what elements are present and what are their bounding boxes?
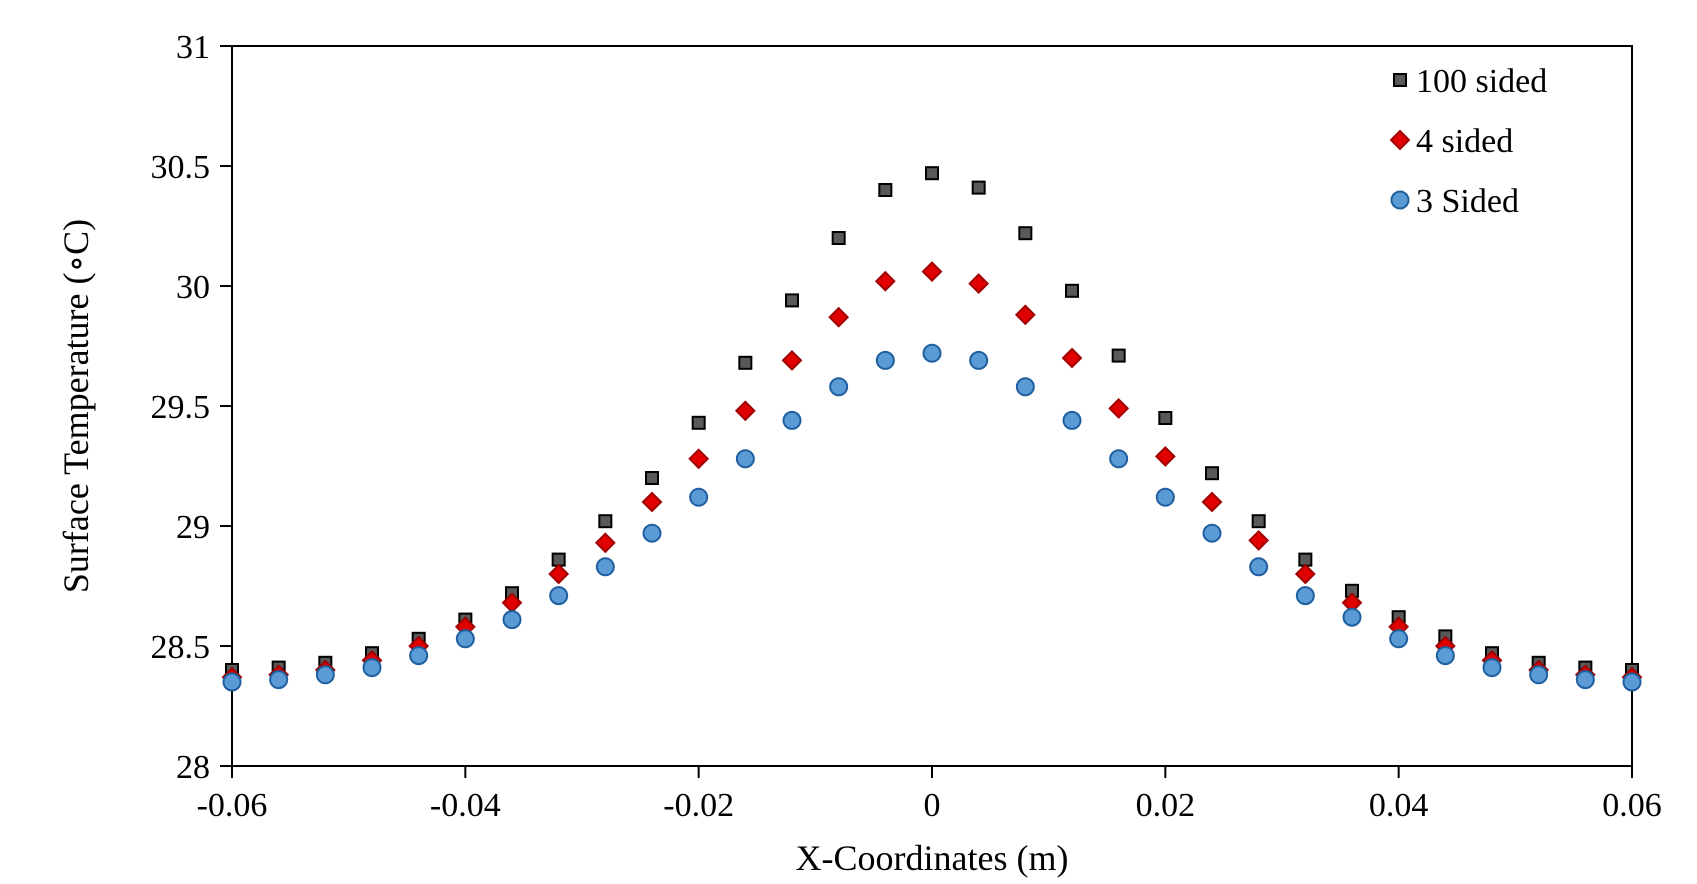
data-point bbox=[1251, 514, 1266, 529]
y-tick-label: 28.5 bbox=[151, 629, 211, 666]
data-point bbox=[1158, 411, 1173, 425]
data-point bbox=[1249, 557, 1269, 577]
data-point bbox=[1435, 646, 1455, 666]
legend-label: 3 Sided bbox=[1416, 183, 1519, 220]
x-tick-label: 0.04 bbox=[1369, 787, 1429, 824]
data-point bbox=[595, 557, 615, 577]
data-point bbox=[1155, 487, 1175, 507]
data-point bbox=[831, 231, 846, 245]
data-point bbox=[782, 410, 802, 430]
data-point bbox=[874, 270, 896, 292]
data-point bbox=[1529, 665, 1549, 685]
x-tick-label: -0.04 bbox=[430, 787, 501, 824]
data-point bbox=[969, 350, 989, 370]
data-point bbox=[738, 355, 753, 370]
x-axis: -0.06 -0.04 -0.02 0 0.02 0.04 0.06 bbox=[197, 766, 1662, 824]
y-tick-label: 28 bbox=[176, 749, 210, 786]
data-point bbox=[828, 306, 850, 328]
data-point bbox=[878, 183, 893, 197]
y-axis: 28 28.5 29 29.5 30 30.5 31 bbox=[151, 29, 232, 786]
data-point bbox=[925, 166, 939, 181]
data-point bbox=[641, 491, 663, 513]
legend-label: 100 sided bbox=[1416, 63, 1547, 100]
data-point bbox=[971, 180, 986, 195]
data-point bbox=[1622, 672, 1642, 692]
x-tick-label: 0 bbox=[924, 787, 941, 824]
y-axis-title: Surface Temperature (∘C) bbox=[56, 219, 96, 593]
data-point bbox=[921, 261, 943, 283]
data-point bbox=[269, 670, 289, 690]
data-point bbox=[502, 610, 522, 630]
data-point bbox=[1062, 410, 1082, 430]
data-points bbox=[221, 166, 1643, 692]
x-tick-label: -0.06 bbox=[197, 787, 268, 824]
data-point bbox=[689, 487, 709, 507]
data-point bbox=[691, 415, 706, 430]
data-point bbox=[455, 629, 475, 649]
data-point bbox=[1108, 397, 1130, 419]
y-tick-label: 29.5 bbox=[151, 389, 211, 426]
y-tick-label: 30 bbox=[176, 269, 210, 306]
x-axis-title: X-Coordinates (m) bbox=[796, 838, 1069, 878]
data-point bbox=[922, 343, 942, 363]
data-point bbox=[968, 273, 990, 295]
x-tick-label: 0.06 bbox=[1602, 787, 1662, 824]
data-point bbox=[734, 400, 756, 422]
data-point bbox=[1109, 449, 1129, 469]
y-tick-label: 30.5 bbox=[151, 149, 211, 186]
data-point bbox=[594, 532, 616, 554]
legend-label: 4 sided bbox=[1416, 123, 1513, 160]
legend-marker bbox=[1389, 129, 1411, 151]
data-point bbox=[1154, 445, 1176, 467]
data-point bbox=[781, 349, 803, 371]
series-3-sided bbox=[222, 343, 1642, 692]
data-point bbox=[1018, 226, 1033, 241]
data-point bbox=[1111, 348, 1126, 363]
data-point bbox=[1248, 529, 1270, 551]
data-point bbox=[645, 471, 659, 485]
data-point bbox=[362, 658, 382, 678]
x-tick-label: 0.02 bbox=[1136, 787, 1196, 824]
data-point bbox=[1294, 563, 1316, 585]
data-point bbox=[549, 586, 569, 606]
legend-item: 3 Sided bbox=[1390, 183, 1519, 220]
data-point bbox=[1061, 347, 1083, 369]
data-point bbox=[1295, 586, 1315, 606]
data-point bbox=[642, 523, 662, 543]
y-tick-label: 31 bbox=[176, 29, 210, 66]
y-tick-label: 29 bbox=[176, 509, 210, 546]
data-point bbox=[409, 646, 429, 666]
data-point bbox=[222, 672, 242, 692]
data-point bbox=[1201, 491, 1223, 513]
x-tick-label: -0.02 bbox=[663, 787, 734, 824]
legend-marker bbox=[1393, 73, 1407, 87]
data-point bbox=[1575, 670, 1595, 690]
legend: 100 sided 4 sided 3 Sided bbox=[1389, 63, 1547, 220]
data-point bbox=[688, 448, 710, 470]
legend-marker bbox=[1390, 190, 1410, 210]
data-point bbox=[1482, 658, 1502, 678]
data-point bbox=[875, 350, 895, 370]
data-point bbox=[785, 293, 799, 308]
data-point bbox=[548, 563, 570, 585]
data-point bbox=[598, 514, 613, 529]
data-point bbox=[829, 377, 849, 397]
data-point bbox=[1014, 304, 1036, 326]
data-point bbox=[315, 665, 335, 685]
data-point bbox=[1202, 523, 1222, 543]
data-point bbox=[1205, 466, 1219, 481]
data-point bbox=[1342, 607, 1362, 627]
data-point bbox=[1015, 377, 1035, 397]
legend-item: 4 sided bbox=[1389, 123, 1513, 160]
legend-item: 100 sided bbox=[1393, 63, 1547, 100]
data-point bbox=[735, 449, 755, 469]
data-point bbox=[1065, 283, 1079, 298]
data-point bbox=[1389, 629, 1409, 649]
